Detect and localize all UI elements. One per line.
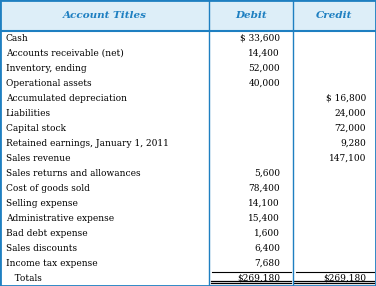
Text: Cash: Cash — [6, 34, 29, 43]
Text: Totals: Totals — [6, 274, 41, 283]
Text: Bad debt expense: Bad debt expense — [6, 229, 87, 238]
Text: Sales revenue: Sales revenue — [6, 154, 70, 163]
Text: 7,680: 7,680 — [254, 259, 280, 268]
Text: Sales returns and allowances: Sales returns and allowances — [6, 169, 140, 178]
Text: 24,000: 24,000 — [335, 109, 366, 118]
Text: $ 16,800: $ 16,800 — [326, 94, 366, 103]
Text: Accumulated depreciation: Accumulated depreciation — [6, 94, 127, 103]
Text: $269,180: $269,180 — [323, 274, 366, 283]
Text: 147,100: 147,100 — [329, 154, 366, 163]
Text: 40,000: 40,000 — [248, 79, 280, 88]
Text: Liabilities: Liabilities — [6, 109, 51, 118]
Text: 6,400: 6,400 — [254, 244, 280, 253]
Text: Selling expense: Selling expense — [6, 199, 77, 208]
Text: 15,400: 15,400 — [248, 214, 280, 223]
Text: 1,600: 1,600 — [254, 229, 280, 238]
Text: Account Titles: Account Titles — [62, 11, 146, 20]
Text: 78,400: 78,400 — [248, 184, 280, 193]
Text: Inventory, ending: Inventory, ending — [6, 64, 86, 73]
Text: 52,000: 52,000 — [248, 64, 280, 73]
Text: 5,600: 5,600 — [254, 169, 280, 178]
Text: Cost of goods sold: Cost of goods sold — [6, 184, 89, 193]
Text: 9,280: 9,280 — [340, 139, 366, 148]
Text: $ 33,600: $ 33,600 — [240, 34, 280, 43]
Text: Operational assets: Operational assets — [6, 79, 91, 88]
Text: $269,180: $269,180 — [237, 274, 280, 283]
Text: Debit: Debit — [235, 11, 267, 20]
Text: Accounts receivable (net): Accounts receivable (net) — [6, 49, 123, 58]
Text: Administrative expense: Administrative expense — [6, 214, 114, 223]
Text: Sales discounts: Sales discounts — [6, 244, 77, 253]
Text: Retained earnings, January 1, 2011: Retained earnings, January 1, 2011 — [6, 139, 168, 148]
Text: 14,400: 14,400 — [248, 49, 280, 58]
Text: Capital stock: Capital stock — [6, 124, 66, 133]
Text: 72,000: 72,000 — [335, 124, 366, 133]
Text: 14,100: 14,100 — [248, 199, 280, 208]
Text: Credit: Credit — [316, 11, 352, 20]
Text: Income tax expense: Income tax expense — [6, 259, 97, 268]
